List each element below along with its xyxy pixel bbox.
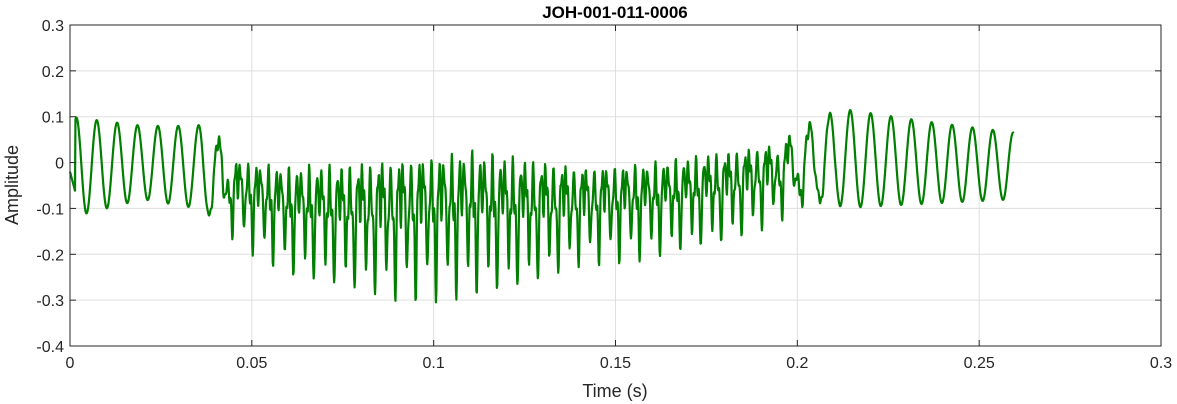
ticks: 0 0.05 0.1 0.15 0.2 0.25 0.3 -0.4 -0.3 -0.2 -0.1 0 0… xyxy=(36,18,1172,372)
x-tick-label: 0.2 xyxy=(786,355,808,372)
y-tick-label: 0 xyxy=(55,156,64,173)
x-tick-label: 0.15 xyxy=(600,355,631,372)
x-axis-label: Time (s) xyxy=(582,381,647,401)
waveform-series-line xyxy=(68,109,1015,304)
y-tick-label: 0.2 xyxy=(42,64,64,81)
chart-title: JOH-001-011-0006 xyxy=(542,3,688,22)
x-tick-label: 0.05 xyxy=(236,355,267,372)
y-tick-label: -0.4 xyxy=(36,339,64,356)
y-tick-label: -0.1 xyxy=(36,201,64,218)
x-tick-label: 0 xyxy=(66,355,75,372)
y-tick-label: 0.1 xyxy=(42,110,64,127)
x-tick-label: 0.1 xyxy=(423,355,445,372)
x-tick-label: 0.25 xyxy=(964,355,995,372)
y-axis-label: Amplitude xyxy=(2,145,22,225)
x-tick-label: 0.3 xyxy=(1150,355,1172,372)
y-tick-label: 0.3 xyxy=(42,18,64,35)
series-layer xyxy=(68,109,1015,304)
y-tick-label: -0.2 xyxy=(36,247,64,264)
y-tick-label: -0.3 xyxy=(36,293,64,310)
